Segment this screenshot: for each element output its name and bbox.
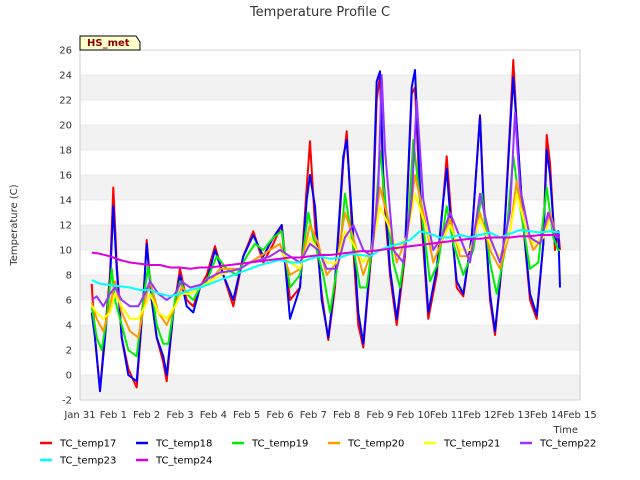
legend-item-tc-temp23: TC_temp23	[40, 456, 116, 467]
legend-item-tc-temp24: TC_temp24	[136, 456, 212, 467]
x-tick-label: Feb 4	[200, 410, 227, 421]
y-tick-label: 12	[59, 221, 72, 232]
legend-item-tc-temp22: TC_temp22	[520, 439, 596, 450]
x-tick-label: Feb 2	[133, 410, 160, 421]
series-line-tc-temp24	[91, 234, 560, 270]
legend-label: TC_temp18	[155, 439, 212, 450]
badge-label: HS_met	[87, 38, 130, 49]
x-tick-label: Feb 10	[397, 410, 431, 421]
grid-band	[80, 125, 580, 150]
y-tick-label: 26	[59, 46, 72, 57]
grid-band	[80, 375, 580, 400]
y-tick-label: 0	[66, 371, 72, 382]
legend-item-tc-temp19: TC_temp19	[232, 439, 308, 450]
y-tick-label: 22	[59, 96, 72, 107]
y-tick-label: 18	[59, 146, 72, 157]
y-tick-label: 24	[59, 71, 72, 82]
y-tick-label: 16	[59, 171, 72, 182]
y-axis-label: Temperature (C)	[9, 184, 20, 266]
x-tick-label: Feb 7	[300, 410, 327, 421]
legend-item-tc-temp21: TC_temp21	[424, 439, 500, 450]
legend-label: TC_temp20	[347, 439, 404, 450]
legend-item-tc-temp20: TC_temp20	[328, 439, 404, 450]
x-tick-label: Feb 13	[497, 410, 531, 421]
series-line-tc-temp18	[90, 69, 561, 393]
legend-label: TC_temp23	[59, 456, 116, 467]
x-tick-label: Feb 3	[166, 410, 193, 421]
series-line-tc-temp23	[91, 229, 561, 298]
grid-band	[80, 75, 580, 100]
x-tick-label: Feb 6	[266, 410, 293, 421]
x-tick-label: Feb 5	[233, 410, 260, 421]
y-tick-label: 14	[59, 196, 72, 207]
legend-label: TC_temp22	[539, 439, 596, 450]
x-axis-ticks: Jan 31 Feb 1 Feb 2 Feb 3 Feb 4 Feb 5 Feb 6 Feb …	[63, 410, 596, 421]
x-tick-label: Jan 31	[63, 410, 95, 421]
series-lines	[90, 59, 561, 393]
x-tick-label: Feb 12	[463, 410, 497, 421]
y-tick-label: 20	[59, 121, 72, 132]
x-tick-label: Feb 9	[366, 410, 393, 421]
y-tick-label: 4	[66, 321, 72, 332]
legend-label: TC_temp17	[59, 439, 116, 450]
y-tick-label: 8	[66, 271, 72, 282]
x-axis-label: Time	[553, 425, 578, 436]
legend-label: TC_temp24	[155, 456, 212, 467]
chart-title: Temperature Profile C	[249, 5, 390, 20]
legend-label: TC_temp19	[251, 439, 308, 450]
y-tick-label: 2	[66, 346, 72, 357]
y-tick-label: 10	[59, 246, 72, 257]
x-tick-label: Feb 11	[430, 410, 464, 421]
x-tick-label: Feb 14	[530, 410, 564, 421]
y-tick-label: 6	[66, 296, 72, 307]
hs-met-badge: HS_met	[79, 35, 141, 51]
series-line-tc-temp22	[91, 74, 560, 308]
legend-item-tc-temp18: TC_temp18	[136, 439, 212, 450]
x-tick-label: Feb 8	[333, 410, 360, 421]
y-tick-label: -2	[62, 396, 72, 407]
grid-band	[80, 275, 580, 300]
x-tick-label: Feb 15	[563, 410, 597, 421]
grid-band	[80, 175, 580, 200]
x-tick-label: Feb 1	[100, 410, 127, 421]
badge-background	[79, 35, 141, 51]
legend-label: TC_temp21	[443, 439, 500, 450]
legend-item-tc-temp17: TC_temp17	[40, 439, 116, 450]
legend: TC_temp17 TC_temp18 TC_temp19 TC_temp20 TC_t…	[40, 439, 596, 467]
